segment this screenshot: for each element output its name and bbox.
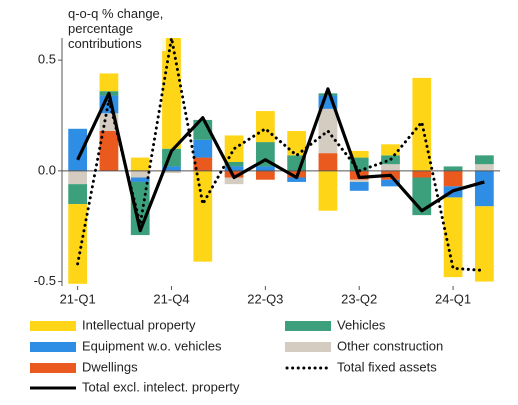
x-tick-label: 24-Q1 <box>435 291 471 306</box>
y-tick-label: 0.5 <box>38 52 56 67</box>
bar-segment <box>474 164 494 171</box>
legend-swatch <box>30 363 76 373</box>
x-tick-label: 21-Q4 <box>153 291 189 306</box>
bar-segment <box>318 153 338 171</box>
bar-segment <box>255 142 275 167</box>
legend-swatch <box>30 321 76 331</box>
legend-label: Total excl. intelect. property <box>82 379 240 394</box>
bar-segment <box>349 150 369 158</box>
bar-segment <box>130 177 150 182</box>
bar-segment <box>349 181 369 191</box>
bar-segment <box>224 166 244 171</box>
bar-segment <box>255 170 275 180</box>
bar-segment <box>99 131 119 171</box>
bar-segment <box>162 170 181 174</box>
bar-segment <box>381 164 400 171</box>
bar-segment <box>68 170 88 185</box>
bar-segment <box>287 131 307 156</box>
bar-segment <box>99 73 119 92</box>
bar-segment <box>443 166 463 171</box>
legend-label: Vehicles <box>337 317 386 332</box>
bar-segment <box>287 177 307 182</box>
bar-segment <box>224 162 244 167</box>
bar-segment <box>68 184 88 205</box>
bar-segment <box>412 170 432 178</box>
bar-segment <box>255 111 275 143</box>
bar-segment <box>474 155 494 165</box>
legend-swatch <box>285 342 331 352</box>
bar-segment <box>443 197 463 278</box>
bar-segment <box>474 170 494 207</box>
bar-segment <box>130 170 150 178</box>
bar-segment <box>349 179 369 182</box>
bar-segment <box>381 144 400 156</box>
bar-segment <box>381 179 400 187</box>
y-tick-label: 0.0 <box>38 162 56 177</box>
line-series <box>76 87 485 233</box>
bar-segment <box>318 93 338 96</box>
legend-swatch <box>285 321 331 331</box>
y-tick-label: -0.5 <box>34 273 56 288</box>
bar-segment <box>318 170 338 211</box>
x-tick-label: 21-Q1 <box>60 291 96 306</box>
bar-segment <box>474 206 494 282</box>
bar-segment <box>193 157 213 171</box>
legend-swatch <box>30 342 76 352</box>
x-tick-label: 23-Q2 <box>341 291 377 306</box>
bar-segment <box>162 38 181 149</box>
bar-segment <box>193 170 213 262</box>
line-series <box>76 37 486 272</box>
bar-segment <box>68 204 88 284</box>
legend-label: Equipment w.o. vehicles <box>82 338 222 353</box>
bar-segment <box>130 157 150 171</box>
bar-segment <box>224 177 244 185</box>
legend-label: Dwellings <box>82 359 138 374</box>
x-tick-label: 22-Q3 <box>247 291 283 306</box>
legend-label: Total fixed assets <box>337 359 437 374</box>
bar-segment <box>162 166 181 171</box>
bar-segment <box>443 170 463 187</box>
legend-label: Other construction <box>337 338 443 353</box>
y-axis-label: q-o-q % change, percentage contributions <box>68 6 166 51</box>
bar-segment <box>255 166 275 171</box>
bar-segment <box>68 128 88 171</box>
legend-label: Intellectual property <box>82 317 196 332</box>
bar-segment <box>193 139 213 158</box>
plot-area <box>62 37 500 284</box>
